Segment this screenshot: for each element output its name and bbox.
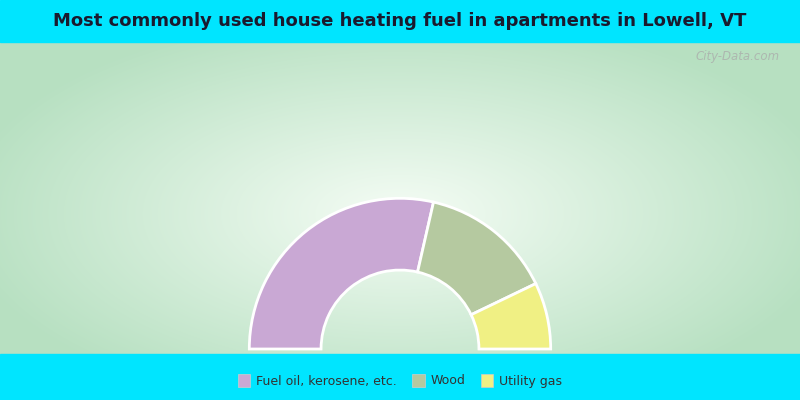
Legend: Fuel oil, kerosene, etc., Wood, Utility gas: Fuel oil, kerosene, etc., Wood, Utility …: [231, 368, 569, 394]
Bar: [0, 0, 800, 42]
Text: Most commonly used house heating fuel in apartments in Lowell, VT: Most commonly used house heating fuel in…: [54, 12, 746, 30]
Wedge shape: [471, 284, 550, 349]
Wedge shape: [250, 198, 434, 349]
Text: City-Data.com: City-Data.com: [696, 50, 780, 63]
Wedge shape: [418, 202, 536, 315]
Bar: [0, 354, 800, 400]
